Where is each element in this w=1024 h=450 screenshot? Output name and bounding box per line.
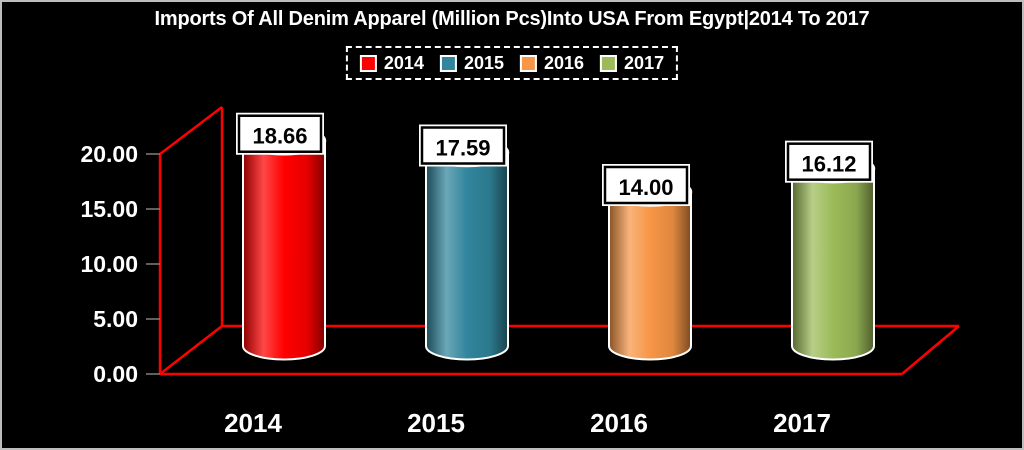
value-label-2017: 16.12 <box>785 140 873 183</box>
legend-label: 2016 <box>544 53 585 73</box>
legend-swatch-2016 <box>520 54 537 72</box>
cylinder-body <box>608 191 692 361</box>
value-label-2016: 14.00 <box>602 164 690 206</box>
chart-title: Imports Of All Denim Apparel (Million Pc… <box>154 8 870 30</box>
legend-item-2015: 2015 <box>439 53 504 73</box>
value-label-2014: 18.66 <box>236 112 324 155</box>
value-label-text: 18.66 <box>252 124 307 149</box>
legend-item-2017: 2017 <box>600 54 664 72</box>
legend-swatch-2015 <box>439 54 457 72</box>
x-axis-label-2015: 2015 <box>407 408 465 438</box>
legend-label: 2015 <box>463 53 504 73</box>
bar-cylinder-2017 <box>790 153 876 361</box>
y-tick-label: 5.00 <box>93 306 138 332</box>
x-axis-label-2017: 2017 <box>773 408 831 438</box>
value-label-box <box>420 126 506 165</box>
cylinder-body <box>425 152 509 361</box>
legend-label: 2014 <box>383 53 424 73</box>
bar-cylinder-2014 <box>241 125 327 361</box>
value-label-box <box>237 114 323 153</box>
cylinder-body <box>791 168 875 361</box>
x-axis-label-2014: 2014 <box>224 408 282 438</box>
y-tick-label: 15.00 <box>80 196 138 222</box>
legend-swatch-2014 <box>359 54 377 72</box>
bar-cylinder-2015 <box>424 137 510 361</box>
chart-legend: 2014 2015 2016 2017 <box>345 46 679 80</box>
value-label-box <box>603 165 689 205</box>
value-label-text: 16.12 <box>801 152 856 177</box>
value-label-2015: 17.59 <box>419 124 507 167</box>
cylinder-body <box>242 140 326 361</box>
value-label-text: 14.00 <box>618 175 673 200</box>
y-tick-label: 0.00 <box>93 361 138 387</box>
legend-item-2016: 2016 <box>520 54 584 72</box>
x-axis-label-2016: 2016 <box>590 408 648 438</box>
value-label-box <box>786 142 872 181</box>
legend-item-2014: 2014 <box>359 53 424 73</box>
y-tick-label: 20.00 <box>80 141 138 167</box>
legend-swatch-2017 <box>600 54 618 72</box>
y-tick-label: 10.00 <box>80 251 138 277</box>
value-label-text: 17.59 <box>435 136 490 161</box>
legend-label: 2017 <box>624 53 665 73</box>
